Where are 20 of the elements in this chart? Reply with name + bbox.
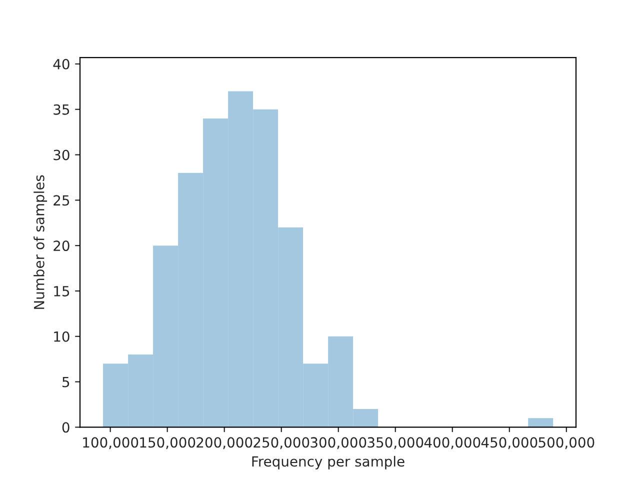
y-tick-label: 15	[54, 286, 70, 296]
y-tick-label: 10	[54, 331, 70, 342]
x-axis-title: Frequency per sample	[252, 456, 404, 470]
y-tick-label: 35	[54, 104, 70, 115]
y-tick-label: 20	[54, 240, 70, 252]
y-tick-label: 25	[54, 195, 70, 206]
x-tick-label: 400,000	[424, 437, 480, 450]
x-tick-label: 200,000	[196, 437, 252, 450]
x-tick-label: 150,000	[140, 437, 196, 450]
y-tick-label: 0	[62, 422, 70, 433]
x-tick-label: 300,000	[310, 437, 366, 450]
y-tick-label: 5	[62, 376, 70, 388]
y-tick-label: 40	[53, 58, 70, 70]
y-axis-title: Number of samples	[34, 175, 48, 309]
x-tick-label: 500,000	[538, 437, 594, 450]
x-tick-label: 100,000	[83, 437, 138, 450]
y-tick-label: 30	[54, 150, 70, 160]
x-tick-label: 350,000	[368, 437, 424, 450]
x-tick-label: 250,000	[254, 437, 310, 450]
x-tick-label: 450,000	[481, 437, 538, 450]
